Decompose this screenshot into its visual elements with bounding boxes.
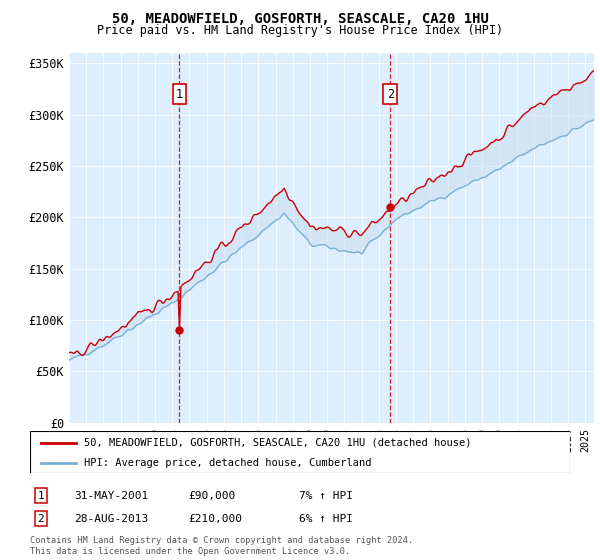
Text: 1: 1 (176, 88, 183, 101)
Text: 31-MAY-2001: 31-MAY-2001 (74, 491, 148, 501)
Text: This data is licensed under the Open Government Licence v3.0.: This data is licensed under the Open Gov… (30, 547, 350, 556)
Text: Contains HM Land Registry data © Crown copyright and database right 2024.: Contains HM Land Registry data © Crown c… (30, 536, 413, 545)
Text: 28-AUG-2013: 28-AUG-2013 (74, 514, 148, 524)
Text: 2: 2 (387, 88, 394, 101)
Text: £90,000: £90,000 (188, 491, 235, 501)
Text: Price paid vs. HM Land Registry's House Price Index (HPI): Price paid vs. HM Land Registry's House … (97, 24, 503, 37)
Text: 50, MEADOWFIELD, GOSFORTH, SEASCALE, CA20 1HU: 50, MEADOWFIELD, GOSFORTH, SEASCALE, CA2… (112, 12, 488, 26)
Text: £210,000: £210,000 (188, 514, 242, 524)
Text: 50, MEADOWFIELD, GOSFORTH, SEASCALE, CA20 1HU (detached house): 50, MEADOWFIELD, GOSFORTH, SEASCALE, CA2… (84, 438, 472, 448)
Text: 7% ↑ HPI: 7% ↑ HPI (299, 491, 353, 501)
Text: HPI: Average price, detached house, Cumberland: HPI: Average price, detached house, Cumb… (84, 458, 371, 468)
Text: 6% ↑ HPI: 6% ↑ HPI (299, 514, 353, 524)
Text: 1: 1 (37, 491, 44, 501)
Text: 2: 2 (37, 514, 44, 524)
